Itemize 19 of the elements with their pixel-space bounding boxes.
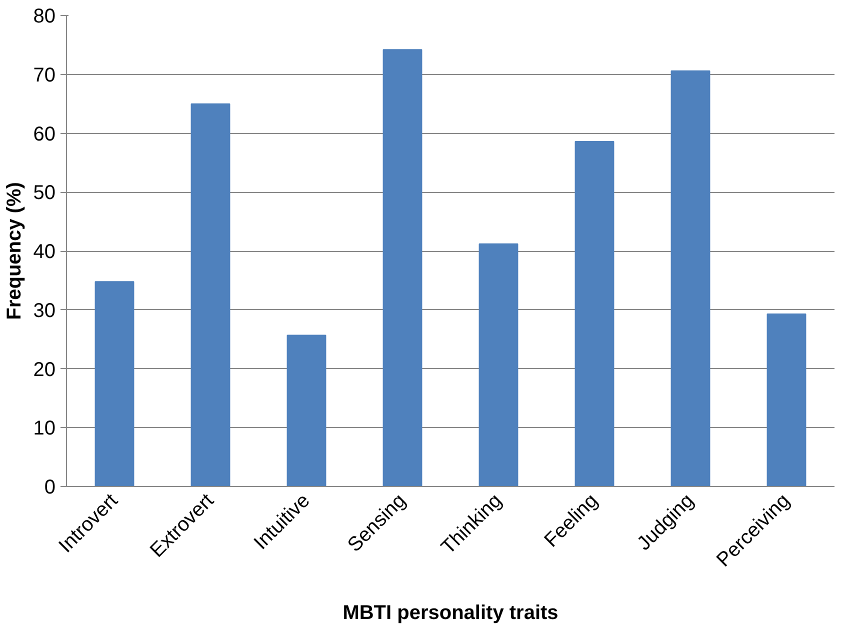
bar (478, 243, 518, 486)
y-axis-title: Frequency (%) (3, 182, 26, 320)
bar (670, 70, 710, 486)
y-tick-label: 80 (33, 6, 56, 28)
bar (94, 281, 134, 486)
bar (766, 313, 806, 486)
y-tick-label: 20 (33, 358, 56, 381)
y-tick-label: 60 (33, 123, 56, 146)
y-tick-label: 70 (33, 64, 56, 86)
y-tick-label: 40 (33, 241, 56, 263)
y-tick-label: 30 (33, 300, 56, 322)
bar (574, 140, 614, 486)
x-axis-title: MBTI personality traits (342, 602, 558, 624)
bar (190, 103, 230, 486)
y-tick-label: 10 (33, 418, 56, 440)
y-tick-label: 50 (33, 182, 56, 204)
bar (382, 49, 422, 486)
bar (286, 334, 326, 486)
y-tick-label: 0 (44, 476, 56, 498)
